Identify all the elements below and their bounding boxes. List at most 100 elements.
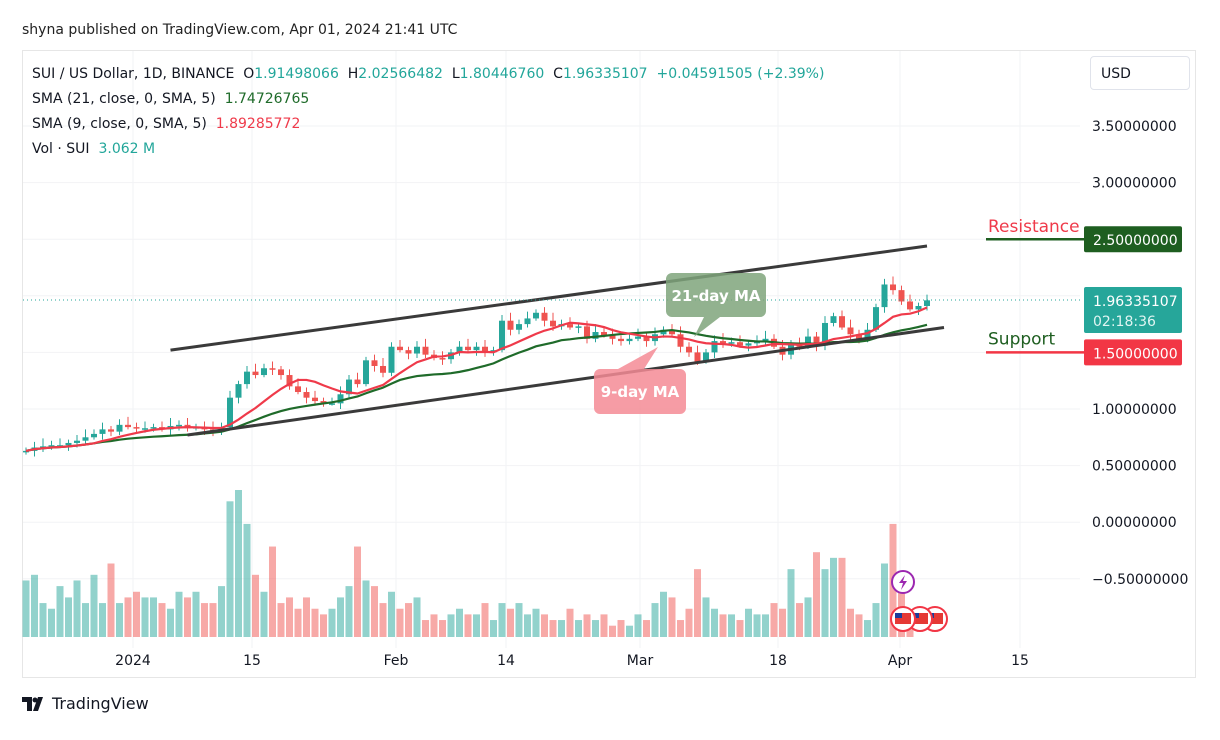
volume-bar (345, 586, 353, 637)
price-axis-label: 1.00000000 (1092, 402, 1177, 418)
price-axis-label: 3.00000000 (1092, 176, 1177, 192)
high-label: H (347, 66, 359, 82)
volume-bar (702, 597, 710, 637)
time-axis-label: 18 (769, 653, 787, 669)
candle-body (805, 336, 811, 347)
candle-body (74, 440, 80, 443)
candle-body (711, 341, 718, 353)
candle-body (422, 346, 429, 355)
candle-body (567, 324, 573, 328)
time-axis-label: Apr (888, 653, 912, 669)
high-value: 2.02566482 (358, 66, 443, 82)
close-label: C (553, 66, 563, 82)
sma9-label[interactable]: SMA (9, close, 0, SMA, 5) (32, 116, 207, 132)
volume-bar (813, 552, 820, 637)
candle-body (65, 442, 72, 446)
candle-body (890, 284, 896, 291)
price-axis-label: −0.50000000 (1092, 572, 1188, 588)
volume-bar (388, 591, 395, 637)
volume-bar (133, 591, 140, 637)
candle-body (541, 312, 548, 321)
trend-line (170, 244, 928, 352)
volume-label[interactable]: Vol · SUI (32, 141, 90, 157)
tradingview-logo[interactable]: TradingView (22, 694, 149, 713)
candle-body (643, 336, 650, 342)
candle-body (660, 329, 667, 335)
volume-bar (753, 614, 761, 637)
candle-body (133, 427, 140, 429)
candle-body (813, 336, 820, 346)
volume-bar (371, 586, 378, 637)
volume-bar (779, 608, 786, 637)
support-label: Support (988, 329, 1056, 349)
candle-body (728, 342, 735, 344)
time-axis-label: 2024 (115, 653, 151, 669)
volume-bar (320, 614, 327, 637)
candle-body (371, 360, 378, 366)
volume-bar (201, 603, 208, 637)
candle-body (269, 368, 276, 370)
tradingview-logo-icon (22, 696, 43, 711)
volume-bar (192, 591, 200, 637)
volume-bar (116, 603, 123, 637)
candle-body (150, 427, 157, 429)
volume-bar (711, 608, 718, 637)
candle-body (397, 346, 403, 351)
time-axis-label: 14 (497, 653, 515, 669)
volume-bar (643, 620, 650, 637)
volume-bar (532, 608, 540, 637)
volume-bar (456, 608, 463, 637)
symbol-title: SUI / US Dollar, 1D, BINANCE (32, 66, 235, 82)
volume-bar (439, 620, 446, 637)
ma9-callout-box (594, 347, 686, 414)
candle-body (482, 346, 488, 353)
sma9-line (25, 306, 928, 452)
volume-bar (787, 569, 795, 637)
candle-body (439, 358, 446, 360)
candle-body (915, 305, 922, 310)
volume-bar (56, 586, 64, 637)
candle-body (839, 316, 845, 328)
sma21-label[interactable]: SMA (21, close, 0, SMA, 5) (32, 91, 216, 107)
candle-body (873, 307, 879, 330)
volume-bar (770, 603, 778, 637)
low-label: L (451, 66, 460, 82)
candle-body (473, 346, 480, 351)
price-axis-label: 3.50000000 (1092, 119, 1177, 135)
volume-bar (175, 591, 183, 637)
change-value: +0.04591505 (+2.39%) (656, 66, 825, 82)
candle-body (669, 329, 675, 335)
price-axis-label: 0.00000000 (1092, 515, 1177, 531)
price-axis-label: 0.50000000 (1092, 459, 1177, 475)
volume-bar (413, 597, 421, 637)
volume-bar (294, 608, 302, 637)
candle-body (320, 401, 327, 404)
support-price-tag (1084, 339, 1182, 366)
volume-bar (864, 620, 871, 637)
candle-body (618, 338, 624, 342)
open-label: O (243, 66, 255, 82)
candle-body (380, 365, 386, 373)
volume-bar (464, 614, 472, 637)
volume-bar (243, 523, 251, 637)
volume-bar (396, 608, 404, 637)
volume-bar (881, 563, 888, 637)
candle-body (898, 290, 905, 302)
candle-body (414, 346, 420, 354)
candle-body (609, 335, 616, 339)
volume-bar (379, 603, 387, 637)
volume-bar (830, 557, 837, 637)
volume-bar (838, 557, 846, 637)
candle-body (584, 326, 590, 339)
candle-body (737, 342, 743, 346)
volume-bar (328, 608, 336, 637)
volume-bar (269, 546, 276, 637)
candle-body (720, 341, 726, 344)
us-flag-icon (912, 613, 928, 624)
currency-button[interactable]: USD (1090, 56, 1190, 90)
volume-bar (728, 614, 735, 637)
candle-body (108, 429, 114, 432)
candle-body (286, 375, 293, 387)
candle-body (48, 445, 55, 447)
